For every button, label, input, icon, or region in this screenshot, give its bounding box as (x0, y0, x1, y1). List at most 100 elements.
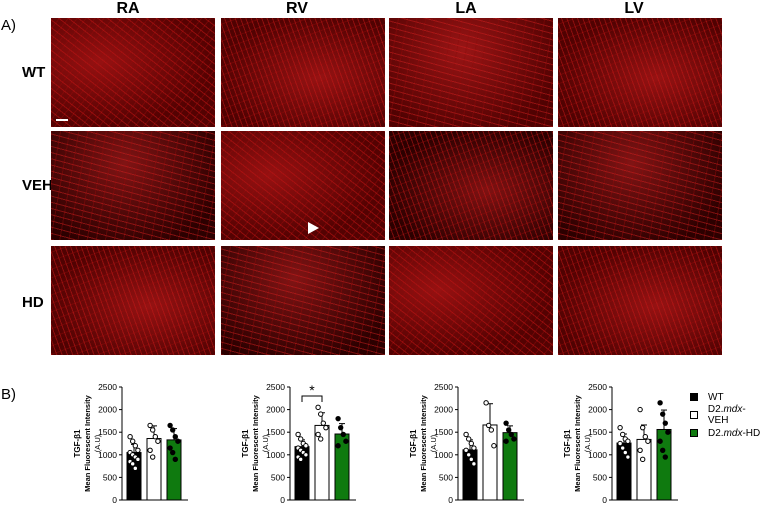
micrograph-hd-rv (221, 246, 385, 355)
data-point (318, 436, 324, 442)
y-tick-label: 1500 (266, 427, 285, 437)
data-point (468, 440, 475, 447)
data-point (642, 434, 649, 440)
panel-b-label: B) (1, 386, 16, 403)
micrograph-veh-lv (558, 131, 722, 240)
data-point (622, 449, 629, 456)
data-point (298, 456, 304, 463)
y-tick-label: 2500 (588, 382, 607, 392)
data-point (172, 456, 179, 463)
data-point (127, 434, 133, 440)
y-axis-label-line-2: Mean Fluorescent Intensity (251, 394, 260, 492)
y-tick-label: 1000 (588, 450, 607, 460)
y-tick-label: 0 (112, 495, 117, 505)
data-point (640, 424, 646, 431)
data-point (303, 452, 309, 458)
data-point (617, 424, 623, 431)
significance-bracket (301, 395, 323, 403)
row-header-wt: WT (22, 64, 46, 81)
legend-swatch-veh (690, 411, 698, 419)
data-point (466, 452, 472, 458)
y-tick-label: 0 (280, 495, 285, 505)
data-point (471, 445, 477, 451)
data-point (315, 404, 321, 411)
legend-item-wt: WT (690, 388, 765, 406)
data-point (323, 424, 329, 431)
data-point (620, 445, 626, 451)
data-point (343, 438, 349, 444)
data-point (483, 400, 489, 406)
micrograph-hd-ra (51, 246, 215, 355)
data-point (298, 436, 304, 442)
data-point (511, 436, 517, 442)
y-tick-label: 500 (593, 472, 607, 482)
y-axis-label-line-2: Mean Fluorescent Intensity (573, 394, 582, 492)
y-tick-label: 1500 (588, 427, 607, 437)
chart-lv: TGF-β1 Mean Fluorescent Intensity (A.U) 0 50… (563, 382, 678, 505)
data-point (657, 400, 663, 406)
data-point (132, 465, 139, 472)
y-tick-label: 1000 (266, 450, 285, 460)
y-axis-label-line-3: (A.U) (93, 434, 102, 452)
legend-label-wt: WT (708, 391, 724, 403)
data-point (660, 447, 666, 453)
micrograph-wt-ra (51, 18, 215, 127)
y-tick-label: 0 (448, 495, 453, 505)
bar-2 (636, 438, 652, 501)
data-point (172, 434, 179, 440)
column-header-lv: LV (624, 0, 644, 17)
micrograph-veh-rv (221, 131, 385, 240)
data-point (150, 427, 156, 433)
data-point (508, 431, 515, 438)
data-point (657, 438, 663, 444)
y-tick-label: 2000 (98, 405, 117, 415)
data-point (167, 445, 173, 451)
data-point (147, 447, 153, 453)
data-point (662, 420, 669, 426)
y-tick-label: 0 (602, 495, 607, 505)
y-axis-label-line-2: Mean Fluorescent Intensity (419, 394, 428, 492)
y-axis-label-line-3: (A.U) (429, 434, 438, 452)
data-point (486, 422, 492, 429)
data-point (503, 438, 509, 444)
data-point (503, 420, 509, 426)
data-point (320, 420, 327, 426)
data-point (170, 427, 176, 433)
data-point (660, 411, 666, 417)
data-point (335, 443, 341, 449)
data-point (617, 440, 623, 447)
micrograph-wt-rv (221, 18, 385, 127)
data-point (338, 424, 344, 431)
significance-star: * (309, 382, 315, 398)
data-point (152, 434, 159, 440)
legend-item-veh: D2.mdx-VEH (690, 404, 765, 426)
data-point (147, 422, 153, 429)
chart-rv: TGF-β1 Mean Fluorescent Intensity (A.U) 0 50… (241, 382, 356, 505)
data-point (130, 438, 136, 444)
data-point (167, 422, 173, 429)
y-tick-label: 1500 (434, 427, 453, 437)
data-point (491, 443, 497, 449)
data-point (665, 429, 671, 435)
y-axis-label-line-1: TGF-β1 (409, 429, 418, 458)
micrograph-veh-la (389, 131, 553, 240)
legend: WT D2.mdx-VEH D2.mdx-HD (690, 388, 765, 442)
y-tick-label: 1500 (98, 427, 117, 437)
y-tick-label: 2500 (98, 382, 117, 392)
y-tick-label: 2000 (588, 405, 607, 415)
data-point (318, 411, 324, 417)
y-tick-label: 1000 (434, 450, 453, 460)
bar-2 (146, 438, 162, 501)
column-header-ra: RA (116, 0, 140, 17)
data-point (175, 438, 181, 444)
micrograph-hd-la (389, 246, 553, 355)
micrograph-wt-la (389, 18, 553, 127)
data-point (463, 431, 469, 438)
data-point (315, 431, 321, 438)
data-point (640, 456, 646, 463)
data-point (637, 406, 643, 413)
y-tick-label: 500 (271, 472, 285, 482)
data-point (340, 431, 347, 438)
column-header-rv: RV (286, 0, 308, 17)
data-point (625, 438, 631, 444)
